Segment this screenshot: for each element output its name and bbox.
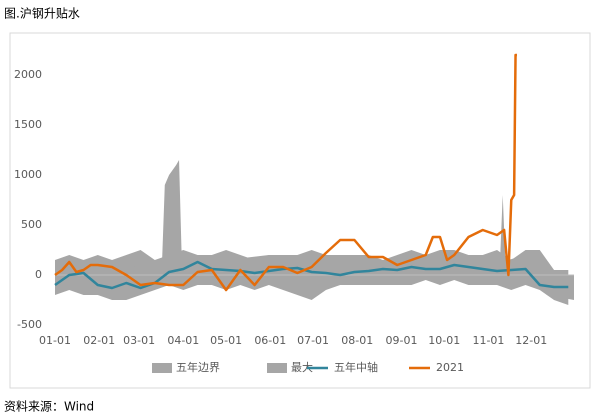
x-tick-label: 06-01 [254, 334, 286, 347]
line [54, 53, 517, 292]
legend-swatch [267, 363, 287, 373]
y-tick-label: 0 [35, 268, 42, 281]
x-tick-label: 02-01 [83, 334, 115, 347]
line [54, 260, 569, 290]
x-tick-label: 07-01 [297, 334, 329, 347]
x-tick-label: 12-01 [515, 334, 547, 347]
x-tick-label: 10-01 [428, 334, 460, 347]
x-tick-label: 04-01 [167, 334, 199, 347]
area [55, 160, 574, 300]
x-tick-label: 01-01 [39, 334, 71, 347]
x-tick-label: 05-01 [210, 334, 242, 347]
y-tick-label: 1500 [14, 118, 42, 131]
source-note: 资料来源：Wind [4, 400, 94, 414]
x-tick-label: 09-01 [385, 334, 417, 347]
legend-label: 2021 [436, 361, 464, 374]
legend-label: 最大 [291, 360, 313, 374]
x-tick-label: 08-01 [341, 334, 373, 347]
legend-label: 五年中轴 [334, 360, 378, 374]
y-tick-label: -500 [17, 318, 42, 331]
x-tick-label: 11-01 [472, 334, 504, 347]
y-tick-label: 500 [21, 218, 42, 231]
legend-label: 五年边界 [176, 360, 220, 374]
chart-frame [9, 32, 591, 389]
y-tick-label: 2000 [14, 68, 42, 81]
chart-title: 图.沪钢升贴水 [4, 7, 80, 21]
x-tick-label: 03-01 [123, 334, 155, 347]
legend-swatch [152, 363, 172, 373]
y-tick-label: 1000 [14, 168, 42, 181]
